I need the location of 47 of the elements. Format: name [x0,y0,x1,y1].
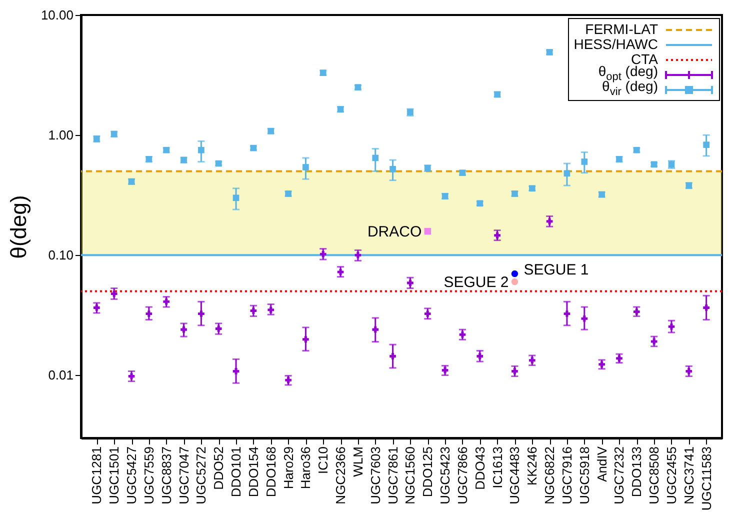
x-tick-label: IC1613 [490,446,505,488]
x-tick-label: NGC3741 [681,446,696,504]
x-tick-label: IC10 [316,446,331,474]
y-tick-label: 0.10 [48,248,74,263]
x-tick-label: UGC1501 [106,446,122,504]
x-tick-label: KK246 [524,446,540,486]
x-tick-label: UGC7603 [368,446,383,504]
x-tick-label: DDO43 [472,446,488,490]
series-label: SEGUE 2 [444,274,509,291]
x-tick-label: UGC11583 [698,446,714,511]
x-tick-label: NGC1560 [402,446,418,504]
x-tick-label: AndIV [594,446,610,482]
x-tick-label: DDO154 [246,446,261,498]
x-tick-label: UGC7861 [385,446,400,504]
x-tick-label: UGC8508 [646,446,662,504]
x-tick-label: UGC8837 [158,446,174,504]
x-tick-label: UGC7866 [454,446,470,504]
x-tick-label: DDO168 [263,446,278,498]
x-tick-label: NGC6822 [542,446,558,504]
series-label: DRACO [367,223,422,240]
x-tick-label: Haro29 [280,446,296,490]
x-tick-label: UGC7916 [559,446,574,504]
x-tick-label: Haro36 [298,446,314,490]
legend-label: HESS/HAWC [574,36,658,52]
x-tick-label: DDO101 [228,446,244,498]
x-tick-label: UGC7232 [612,446,627,504]
x-tick-label: UGC1281 [89,446,104,504]
x-tick-label: UGC7047 [176,446,192,504]
x-tick-label: WLM [350,446,366,477]
x-tick-label: UGC5918 [576,446,592,504]
legend-label: FERMI-LAT [585,21,658,37]
legend-label: CTA [631,51,658,67]
x-tick-label: NGC2366 [333,446,348,504]
y-tick-label: 10.00 [40,8,74,22]
x-tick-label: UGC5272 [194,446,209,504]
series-label: SEGUE 1 [524,262,589,279]
x-tick-label: DDO125 [420,446,436,498]
x-tick-label: UGC5427 [124,446,140,504]
y-axis-title: θ(deg) [6,195,31,259]
y-tick-label: 1.00 [48,128,74,143]
y-tick-label: 0.01 [48,368,74,383]
x-tick-label: DDO52 [211,446,226,490]
x-tick-label: UGC7559 [141,446,156,504]
x-tick-label: UGC4483 [507,446,522,504]
x-tick-label: UGC2455 [664,446,679,504]
x-tick-label: DDO133 [629,446,644,498]
x-tick-label: UGC5423 [438,446,453,504]
